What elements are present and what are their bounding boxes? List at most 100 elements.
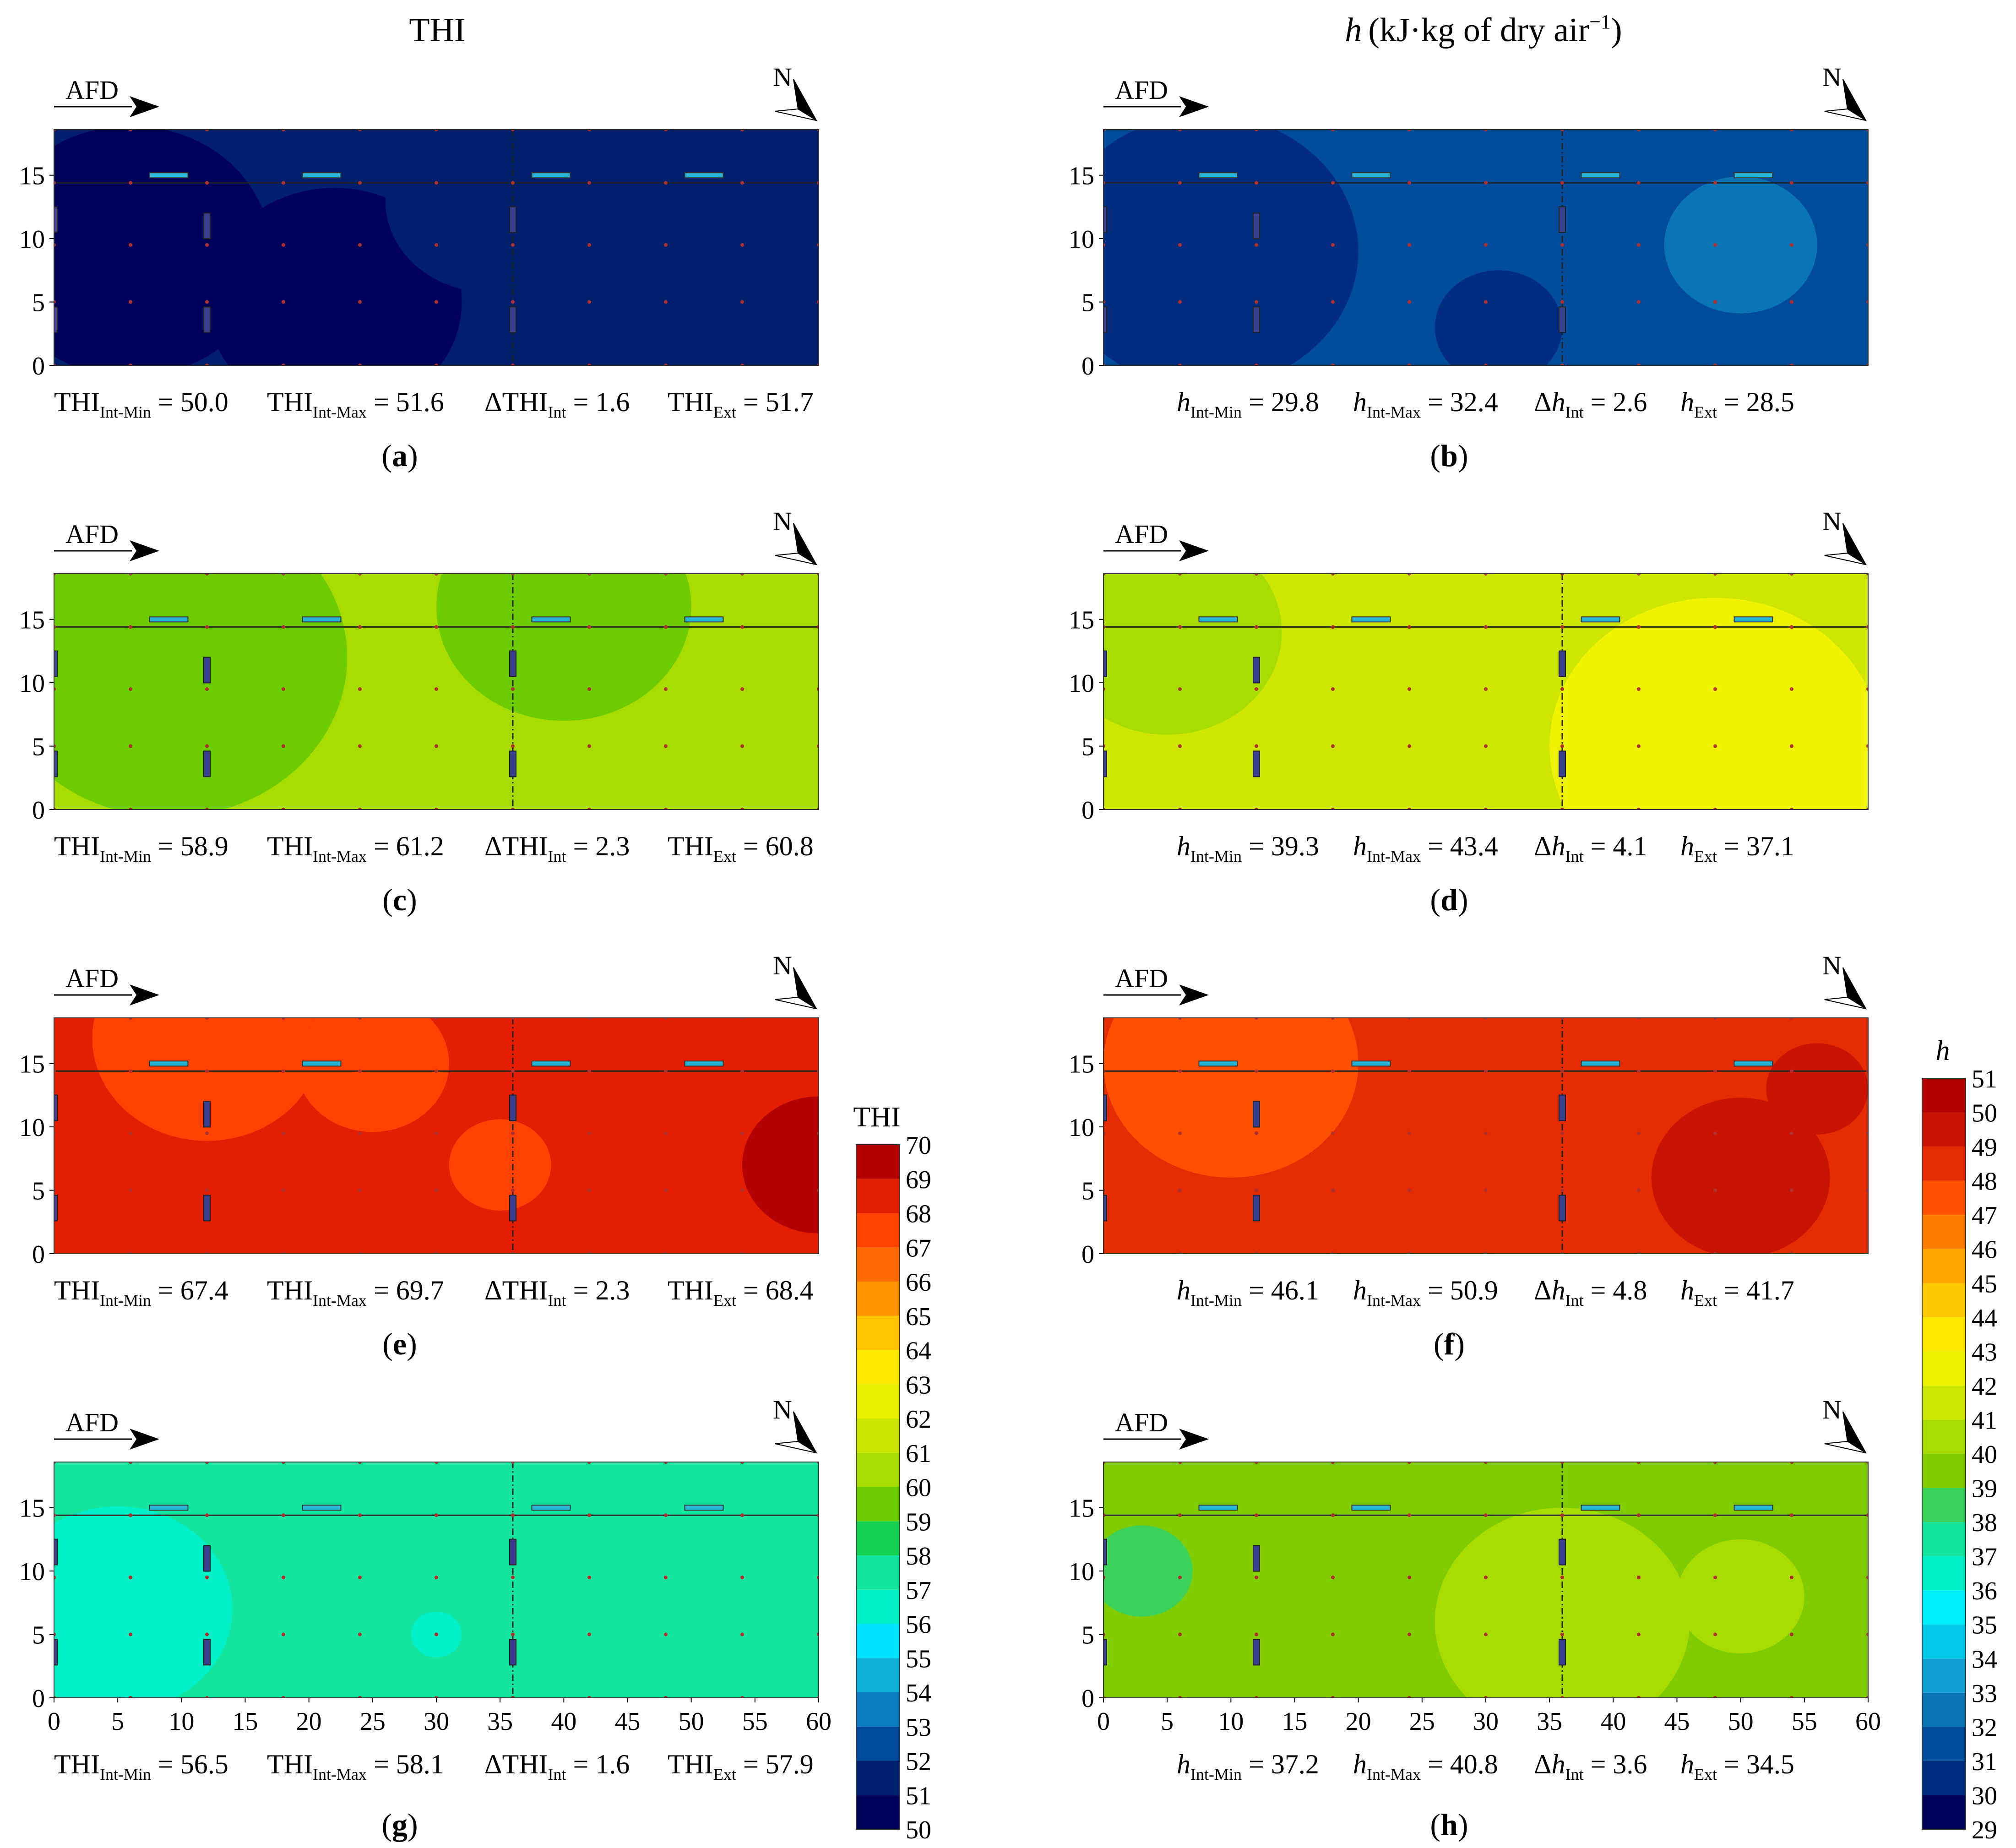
door-marker [203, 1101, 211, 1128]
stat-subscript: Int-Max [1367, 847, 1421, 865]
sensor-dot [511, 1575, 515, 1579]
stat-value: = 67.4 [151, 1275, 228, 1305]
legend-swatch [1922, 1727, 1966, 1761]
legend-tick-label: 47 [1972, 1201, 1997, 1230]
legend-tick-label: 41 [1972, 1406, 1997, 1435]
sensor-dot [664, 1131, 668, 1135]
stat-symbol: h [1177, 1275, 1190, 1305]
sensor-dot [664, 1513, 668, 1517]
legend-swatch [856, 1761, 900, 1795]
north-arrow-half [775, 1440, 817, 1453]
north-arrow-half [775, 108, 817, 121]
sensor-dot [358, 1131, 362, 1135]
stat-subscript: Int-Min [100, 1291, 151, 1310]
sensor-dot [511, 300, 515, 304]
sensor-dot [664, 181, 668, 185]
sensor-dot [435, 243, 438, 247]
legend-swatch [1922, 1590, 1966, 1625]
sensor-dot [1331, 1131, 1335, 1135]
sensor-dot [1407, 1575, 1411, 1579]
sensor-dot [129, 744, 132, 748]
barn-overlay [54, 1462, 819, 1698]
sensor-dot [1255, 1131, 1258, 1135]
door-marker [54, 206, 58, 233]
h-colorbar: 29 30 31 32 33 34 35 36 37 38 39 40 41 42 43 44 45 46 47 48… [1922, 1035, 1997, 1844]
door-marker [1559, 206, 1566, 233]
airflow-arrow-head [130, 984, 159, 1006]
stat-delta: ΔhInt = 4.8 [1534, 1275, 1647, 1310]
stat-min: hInt-Min = 39.3 [1177, 831, 1319, 865]
sensor-dot [129, 300, 132, 304]
fan-marker [1733, 616, 1773, 623]
door-marker [1253, 306, 1260, 333]
stat-min: THIInt-Min = 56.5 [54, 1749, 228, 1783]
stat-value: = 50.0 [151, 387, 228, 417]
sensor-dot [1331, 1188, 1335, 1192]
sensor-dot [1255, 300, 1258, 304]
stat-subscript: Int [1565, 1765, 1584, 1783]
sensor-dot [1560, 625, 1564, 629]
contour-region [742, 1096, 819, 1234]
sensor-dot [1178, 181, 1182, 185]
airflow-label: AFD [65, 519, 119, 549]
sensor-dot [587, 1069, 591, 1073]
stat-subscript: Int [1565, 1291, 1584, 1310]
stat-value: = 57.9 [736, 1749, 814, 1779]
barn-overlay [1103, 130, 1868, 365]
airflow-arrow-head [130, 540, 159, 561]
y-tick-label: 5 [1081, 1177, 1094, 1206]
sensor-dot [1637, 1513, 1641, 1517]
contour-field [1103, 574, 1868, 810]
legend-tick-label: 65 [906, 1303, 931, 1331]
legend-swatch [1922, 1454, 1966, 1488]
legend-tick-label: 36 [1972, 1577, 1997, 1605]
y-tick-label: 5 [32, 733, 45, 761]
barn-overlay [54, 130, 819, 365]
sensor-dot [664, 1632, 668, 1636]
legend-swatch [1922, 1761, 1966, 1795]
legend-swatch [856, 1419, 900, 1453]
stat-symbol: THI [668, 387, 713, 417]
fan-marker [531, 1060, 571, 1067]
north-label: N [773, 506, 792, 536]
contour-region [1549, 598, 1868, 810]
north-arrow-half [1824, 108, 1866, 121]
stat-symbol: THI [668, 831, 713, 861]
sensor-dot [1331, 744, 1335, 748]
sensor-dot [358, 744, 362, 748]
legend-tick-label: 32 [1972, 1713, 1997, 1742]
legend-tick-label: 39 [1972, 1475, 1997, 1503]
legend-swatch [1922, 1078, 1966, 1113]
sensor-dot [205, 1188, 209, 1192]
x-tick-label: 10 [1218, 1707, 1244, 1736]
sensor-dot [1407, 1131, 1411, 1135]
panel-caption: (f) [1434, 1326, 1465, 1361]
legend-tick-label: 69 [906, 1166, 931, 1194]
y-tick-label: 5 [32, 289, 45, 317]
plot-frame [54, 573, 819, 810]
sensor-dot [1407, 744, 1411, 748]
sensor-dot [1560, 744, 1564, 748]
sensor-dot [282, 1513, 285, 1517]
stat-symbol: h [1353, 387, 1367, 417]
fan-marker [684, 172, 724, 179]
legend-swatch [1922, 1624, 1966, 1659]
sensor-dot [1560, 1575, 1564, 1579]
airflow-arrow-head [1179, 1429, 1209, 1450]
stat-ext: THIExt = 51.7 [668, 387, 814, 421]
sensor-dot [282, 300, 285, 304]
sensor-dot [1484, 625, 1488, 629]
sensor-dot [1637, 243, 1641, 247]
sensor-dot [435, 300, 438, 304]
stat-delta: ΔhInt = 4.1 [1534, 831, 1647, 865]
stat-symbol: h [1680, 1749, 1694, 1779]
legend-tick-label: 67 [906, 1234, 931, 1262]
x-tick-label: 5 [1161, 1707, 1174, 1736]
fan-marker [1351, 172, 1391, 179]
door-marker [1103, 750, 1107, 777]
sensor-dot [205, 181, 209, 185]
sensor-dot [358, 625, 362, 629]
